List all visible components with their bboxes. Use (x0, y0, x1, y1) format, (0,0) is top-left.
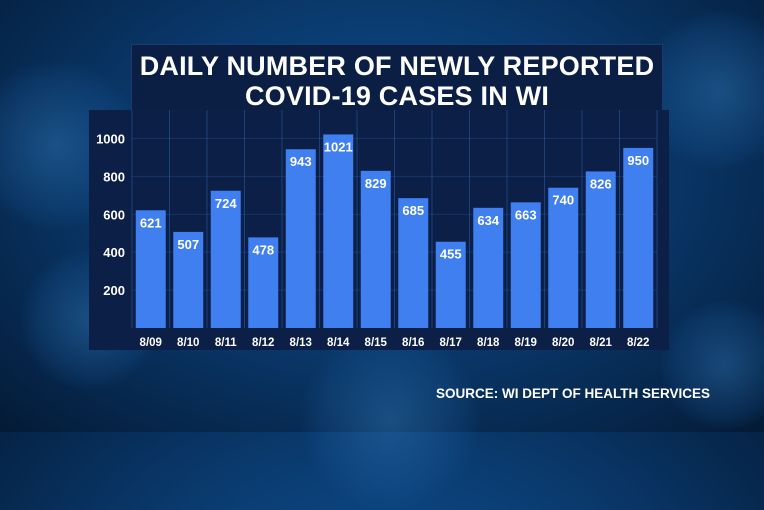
x-tick-label: 8/18 (477, 337, 500, 349)
y-tick-label: 800 (103, 169, 125, 184)
x-tick-label: 8/11 (215, 337, 237, 349)
bar (360, 170, 391, 328)
chart-title-line-2: COVID-19 CASES IN WI (244, 81, 550, 111)
bar-value-label: 1021 (324, 139, 353, 154)
bar-value-label: 724 (215, 196, 237, 211)
bar (210, 190, 241, 328)
bar-value-label: 663 (515, 207, 537, 222)
bar-value-label: 826 (590, 176, 612, 191)
bar (435, 241, 466, 328)
bar-value-label: 478 (252, 242, 274, 257)
chart-panel: 200 400 600 800 1000 621 8/09 507 8/10 724 8/11 478… (89, 110, 669, 350)
x-tick-label: 8/09 (140, 337, 162, 349)
bar-value-label: 507 (177, 237, 199, 252)
bar (585, 171, 616, 328)
bar-value-label: 455 (440, 247, 462, 262)
bar-value-label: 634 (477, 213, 499, 228)
y-tick-label: 600 (103, 207, 125, 222)
bar-value-label: 950 (627, 153, 649, 168)
x-tick-label: 8/19 (515, 337, 537, 349)
chart-title-line-1: DAILY NUMBER OF NEWLY REPORTED (139, 51, 655, 81)
virus-decoration (660, 300, 764, 430)
bar (398, 198, 429, 328)
x-tick-label: 8/16 (402, 337, 424, 349)
x-tick-label: 8/13 (290, 337, 312, 349)
x-tick-label: 8/20 (552, 337, 574, 349)
x-tick-label: 8/12 (252, 337, 274, 349)
bar-value-label: 621 (140, 215, 162, 230)
bar-value-label: 740 (552, 193, 574, 208)
y-tick-label: 400 (103, 245, 125, 260)
x-tick-label: 8/22 (627, 337, 649, 349)
bar-chart: 200 400 600 800 1000 621 8/09 507 8/10 724 8/11 478… (96, 110, 658, 349)
virus-decoration (300, 330, 480, 510)
chart-title-box: DAILY NUMBER OF NEWLY REPORTED COVID-19 … (131, 44, 663, 111)
x-tick-label: 8/15 (365, 337, 388, 349)
bar (623, 147, 654, 328)
source-note: SOURCE: WI DEPT OF HEALTH SERVICES (436, 386, 711, 401)
bar-value-label: 685 (402, 203, 424, 218)
bar (510, 202, 541, 328)
x-tick-label: 8/17 (440, 337, 462, 349)
bar (248, 237, 279, 328)
bar (285, 149, 316, 328)
bar (473, 207, 504, 328)
y-tick-label: 200 (103, 283, 125, 298)
x-tick-label: 8/14 (327, 337, 350, 349)
bar-value-label: 943 (290, 154, 312, 169)
x-tick-label: 8/21 (590, 337, 613, 349)
y-tick-label: 1000 (96, 131, 125, 146)
bar (323, 134, 354, 328)
bar (173, 231, 204, 328)
bar (135, 210, 166, 328)
bar (548, 187, 579, 328)
x-tick-label: 8/10 (177, 337, 199, 349)
bar-value-label: 829 (365, 176, 387, 191)
